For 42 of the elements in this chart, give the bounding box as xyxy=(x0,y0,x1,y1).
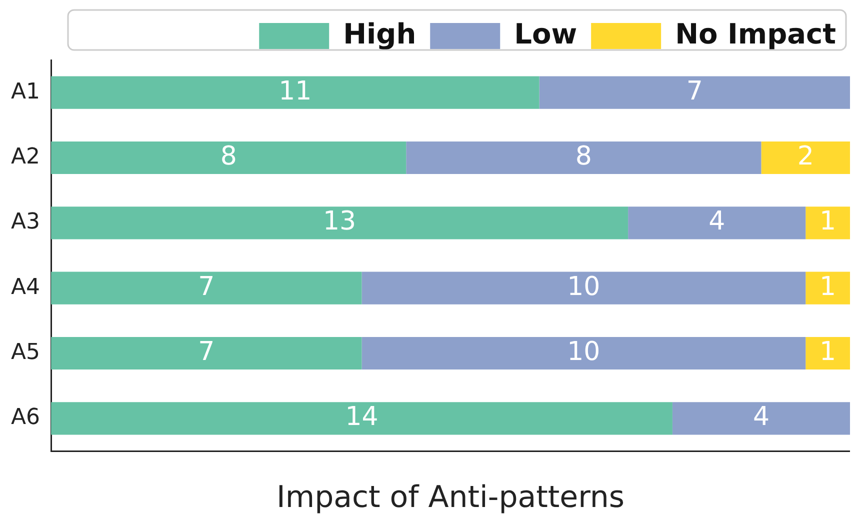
bar xyxy=(362,336,806,370)
bar xyxy=(51,272,362,304)
data-label: 1 xyxy=(820,206,836,237)
bar xyxy=(628,206,806,240)
data-label: 8 xyxy=(220,142,237,172)
data-label: 10 xyxy=(567,337,600,367)
bar xyxy=(806,336,850,370)
data-label: 1 xyxy=(820,337,836,367)
bar xyxy=(672,402,850,435)
bar xyxy=(51,141,406,174)
data-label: 7 xyxy=(198,337,215,367)
data-label: 8 xyxy=(575,142,592,172)
bar xyxy=(806,272,850,304)
data-label: 7 xyxy=(198,272,215,302)
bar xyxy=(406,141,762,174)
data-label: 2 xyxy=(797,142,814,172)
data-label: 13 xyxy=(323,206,356,237)
bar xyxy=(51,402,672,435)
y-tick-label: A5 xyxy=(11,340,40,365)
x-axis-title: Impact of Anti-patterns xyxy=(276,480,625,515)
legend-label: Low xyxy=(514,17,578,50)
y-tick-label: A4 xyxy=(11,274,40,300)
bar xyxy=(761,141,850,174)
data-label: 4 xyxy=(708,206,726,237)
bar xyxy=(362,272,806,304)
data-label: 4 xyxy=(752,402,770,432)
bar xyxy=(806,206,850,240)
bar xyxy=(51,206,628,240)
data-label: 14 xyxy=(345,402,378,432)
legend-label: High xyxy=(343,17,416,50)
y-tick-label: A3 xyxy=(11,210,40,235)
data-label: 10 xyxy=(567,272,600,302)
legend-label: No Impact xyxy=(675,17,836,50)
bar xyxy=(539,76,850,109)
y-tick-label: A1 xyxy=(11,79,40,104)
y-tick-label: A2 xyxy=(11,144,40,170)
y-tick-label: A6 xyxy=(11,405,40,430)
bar xyxy=(51,76,540,109)
data-label: 7 xyxy=(686,76,703,106)
data-label: 1 xyxy=(820,272,836,302)
bar xyxy=(51,336,362,370)
data-label: 11 xyxy=(278,76,312,106)
